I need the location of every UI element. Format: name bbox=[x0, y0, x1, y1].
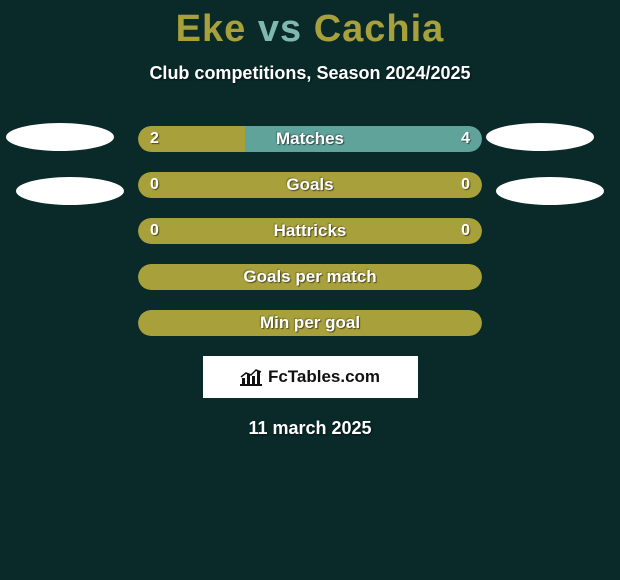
stat-row: Matches2 4 bbox=[138, 126, 482, 152]
stat-value-left: 0 bbox=[150, 172, 159, 198]
vs-label: vs bbox=[258, 8, 302, 50]
stat-row: Min per goal bbox=[138, 310, 482, 336]
stat-value-left: 0 bbox=[150, 218, 159, 244]
stat-value-right: 0 bbox=[461, 172, 470, 198]
subtitle: Club competitions, Season 2024/2025 bbox=[0, 63, 620, 84]
stat-value-left: 2 bbox=[150, 126, 159, 152]
player-photo-placeholder bbox=[496, 177, 604, 205]
player1-name: Eke bbox=[176, 8, 247, 50]
stat-label: Goals per match bbox=[138, 264, 482, 290]
fctables-badge[interactable]: FcTables.com bbox=[203, 356, 418, 398]
stat-value-right: 4 bbox=[461, 126, 470, 152]
player-photo-placeholder bbox=[6, 123, 114, 151]
chart-icon bbox=[240, 368, 262, 386]
comparison-title: Eke vs Cachia bbox=[0, 0, 620, 51]
date-label: 11 march 2025 bbox=[0, 418, 620, 439]
stat-row: Goals per match bbox=[138, 264, 482, 290]
player-photo-placeholder bbox=[16, 177, 124, 205]
stat-row: Goals0 0 bbox=[138, 172, 482, 198]
player-photo-placeholder bbox=[486, 123, 594, 151]
chart-area: Matches24Goals00Hattricks00Goals per mat… bbox=[0, 126, 620, 439]
stat-value-right: 0 bbox=[461, 218, 470, 244]
stat-row: Hattricks0 0 bbox=[138, 218, 482, 244]
badge-text: FcTables.com bbox=[268, 367, 380, 387]
stat-label: Min per goal bbox=[138, 310, 482, 336]
stat-label: Matches bbox=[138, 126, 482, 152]
stat-label: Goals bbox=[138, 172, 482, 198]
player2-name: Cachia bbox=[314, 8, 445, 50]
stat-label: Hattricks bbox=[138, 218, 482, 244]
